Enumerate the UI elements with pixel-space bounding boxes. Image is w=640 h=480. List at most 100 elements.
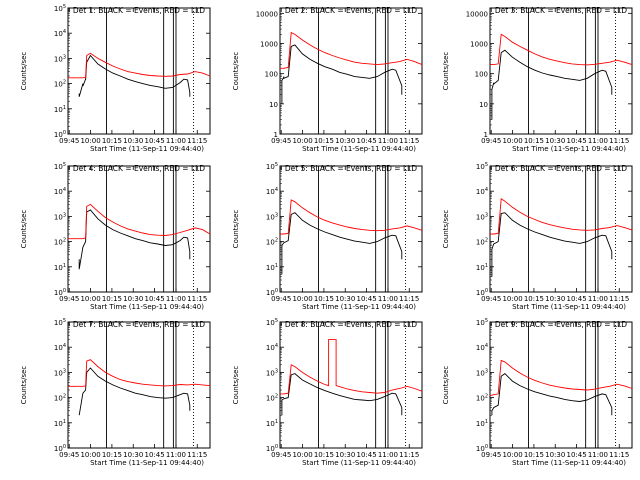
x-axis-label: Start Time (11-Sep-11 09:44:40) — [512, 145, 626, 153]
events-series-line — [281, 373, 403, 416]
y-tick-label: 101 — [54, 419, 66, 428]
y-tick-label: 1000 — [260, 40, 278, 48]
y-tick-label: 102 — [476, 394, 488, 403]
x-tick-label: 10:30 — [123, 451, 143, 459]
y-tick-label: 103 — [266, 368, 278, 377]
plot-frame — [489, 7, 633, 135]
x-axis-label: Start Time (11-Sep-11 09:44:40) — [90, 145, 204, 153]
y-tick-label: 100 — [266, 444, 278, 453]
x-tick-label: 10:15 — [314, 137, 334, 145]
y-tick-label: 102 — [266, 238, 278, 247]
x-tick-label: 10:45 — [566, 137, 586, 145]
x-tick-label: 10:00 — [292, 295, 312, 303]
x-tick-label: 10:00 — [80, 295, 100, 303]
y-tick-label: 105 — [266, 162, 278, 171]
y-tick-label: 1 — [484, 131, 488, 139]
x-tick-label: 11:15 — [609, 137, 629, 145]
x-tick-label: 10:15 — [524, 295, 544, 303]
x-tick-label: 11:00 — [166, 451, 186, 459]
x-tick-label: 11:00 — [166, 137, 186, 145]
x-tick-label: 10:00 — [80, 137, 100, 145]
y-tick-label: 100 — [475, 71, 488, 79]
y-tick-label: 105 — [476, 162, 488, 171]
y-tick-label: 10 — [269, 101, 278, 109]
y-axis-label: Counts/sec — [442, 52, 450, 91]
y-tick-label: 103 — [54, 212, 66, 221]
x-tick-label: 10:15 — [102, 295, 122, 303]
chart-title: Det 8: BLACK = Events, RED = LLD — [285, 320, 417, 329]
y-tick-label: 101 — [476, 419, 488, 428]
y-tick-label: 10000 — [256, 10, 278, 18]
y-axis-label: Counts/sec — [232, 366, 240, 405]
lld-series-line — [489, 359, 633, 397]
y-tick-label: 1000 — [470, 40, 488, 48]
y-tick-label: 100 — [476, 444, 488, 453]
plot-frame — [489, 321, 633, 449]
chart-panel-9: Det 9: BLACK = Events, RED = LLD 100 101 10… — [442, 318, 633, 467]
x-tick-label: 11:15 — [399, 137, 419, 145]
x-tick-label: 10:00 — [292, 451, 312, 459]
y-tick-label: 103 — [266, 212, 278, 221]
y-tick-label: 101 — [266, 419, 278, 428]
y-axis-label: Counts/sec — [20, 52, 28, 91]
chart-title: Det 1: BLACK = Events, RED = LLD — [73, 6, 205, 15]
chart-panel-5: Det 5: BLACK = Events, RED = LLD 100 101 10… — [232, 162, 423, 311]
y-tick-label: 104 — [266, 187, 278, 196]
x-tick-label: 09:45 — [481, 295, 501, 303]
x-tick-label: 11:15 — [399, 451, 419, 459]
x-tick-label: 10:15 — [102, 451, 122, 459]
y-axis-label: Counts/sec — [232, 210, 240, 249]
x-tick-label: 11:15 — [609, 451, 629, 459]
x-tick-label: 10:45 — [356, 295, 376, 303]
x-tick-label: 10:30 — [545, 451, 565, 459]
x-tick-label: 10:45 — [144, 451, 164, 459]
x-tick-label: 10:45 — [144, 137, 164, 145]
x-tick-label: 09:45 — [481, 451, 501, 459]
x-tick-label: 10:00 — [502, 137, 522, 145]
x-tick-label: 10:15 — [524, 137, 544, 145]
lld-series-line — [490, 33, 633, 66]
x-axis-label: Start Time (11-Sep-11 09:44:40) — [512, 303, 626, 311]
y-tick-label: 103 — [476, 212, 488, 221]
x-tick-label: 11:15 — [399, 295, 419, 303]
x-tick-label: 09:45 — [271, 137, 291, 145]
x-tick-label: 11:00 — [588, 295, 608, 303]
y-axis-label: Counts/sec — [442, 366, 450, 405]
chart-title: Det 6: BLACK = Events, RED = LLD — [495, 164, 627, 173]
events-series-line — [281, 44, 403, 104]
y-axis-label: Counts/sec — [20, 366, 28, 405]
x-tick-label: 11:00 — [166, 295, 186, 303]
events-series-line — [491, 49, 613, 120]
y-tick-label: 1 — [274, 131, 278, 139]
y-tick-label: 104 — [476, 187, 488, 196]
y-tick-label: 100 — [266, 288, 278, 297]
events-series-line — [491, 212, 613, 277]
x-tick-label: 10:00 — [80, 451, 100, 459]
x-tick-label: 10:15 — [314, 451, 334, 459]
y-tick-label: 102 — [476, 238, 488, 247]
x-tick-label: 11:00 — [588, 137, 608, 145]
y-tick-label: 102 — [54, 80, 66, 89]
x-tick-label: 10:00 — [292, 137, 312, 145]
plot-frame — [279, 321, 423, 449]
lld-series-line — [280, 199, 423, 235]
y-axis-label: Counts/sec — [20, 210, 28, 249]
events-series-line — [491, 373, 613, 416]
y-tick-label: 10 — [479, 101, 488, 109]
y-axis-label: Counts/sec — [232, 52, 240, 91]
x-axis-label: Start Time (11-Sep-11 09:44:40) — [90, 303, 204, 311]
plot-frame — [67, 165, 211, 293]
chart-title: Det 7: BLACK = Events, RED = LLD — [73, 320, 205, 329]
chart-panel-7: Det 7: BLACK = Events, RED = LLD 100 101 10… — [20, 318, 211, 467]
y-tick-label: 101 — [476, 263, 488, 272]
chart-title: Det 5: BLACK = Events, RED = LLD — [285, 164, 417, 173]
chart-panel-2: Det 2: BLACK = Events, RED = LLD 1 10 100 10… — [232, 6, 423, 153]
x-tick-label: 10:30 — [335, 137, 355, 145]
chart-title: Det 2: BLACK = Events, RED = LLD — [285, 6, 417, 15]
chart-panel-8: Det 8: BLACK = Events, RED = LLD 100 101 10… — [232, 318, 423, 467]
chart-panel-4: Det 4: BLACK = Events, RED = LLD 100 101 10… — [20, 162, 211, 311]
plot-frame — [279, 7, 423, 135]
x-tick-label: 10:15 — [314, 295, 334, 303]
plot-frame — [67, 7, 211, 135]
